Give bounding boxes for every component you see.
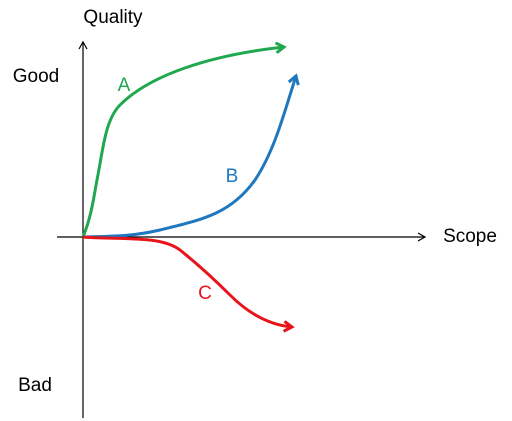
y-top-label: Good <box>13 66 59 87</box>
y-bottom-label: Bad <box>18 375 52 396</box>
x-axis-label: Scope <box>443 226 497 247</box>
curve-c <box>82 235 292 327</box>
y-axis-label: Quality <box>83 7 143 28</box>
curve-label: C <box>198 283 212 304</box>
curve-a <box>81 47 284 238</box>
curve-label: A <box>118 75 131 96</box>
curve-label: B <box>226 166 239 187</box>
curve-b <box>82 76 296 239</box>
